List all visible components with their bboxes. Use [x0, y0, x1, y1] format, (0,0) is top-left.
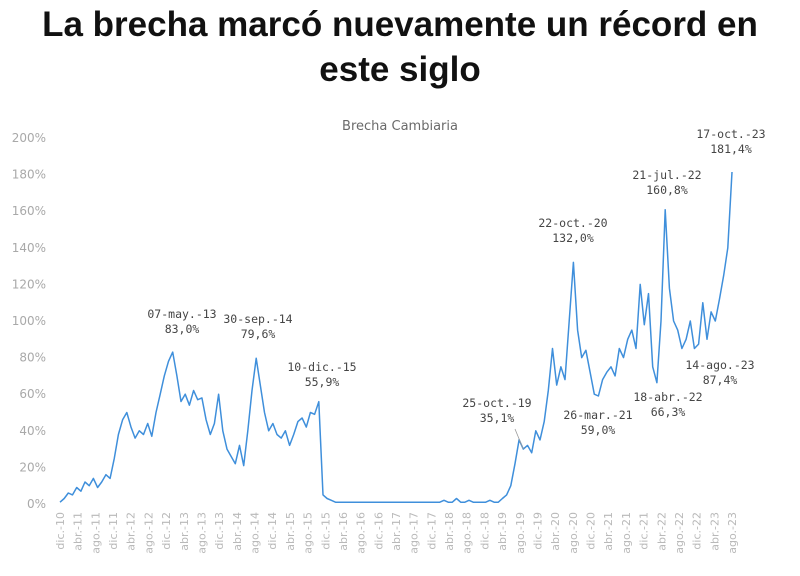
y-tick-label: 40% [19, 424, 46, 438]
annotation-date: 07-may.-13 [147, 307, 216, 321]
y-tick-label: 140% [12, 241, 46, 255]
annotation-date: 25-oct.-19 [462, 396, 531, 410]
x-tick-label: ago.-18 [461, 512, 474, 554]
x-tick-label: ago.-15 [302, 512, 315, 554]
y-tick-label: 60% [19, 387, 46, 401]
x-tick-label: ago.-12 [142, 512, 155, 554]
y-tick-label: 0% [27, 497, 46, 511]
x-tick-label: abr.-15 [284, 512, 297, 551]
x-tick-label: dic.-14 [266, 512, 279, 550]
y-tick-label: 20% [19, 460, 46, 474]
x-tick-label: dic.-17 [425, 512, 438, 550]
annotation-date: 30-sep.-14 [223, 312, 292, 326]
annotation-value: 59,0% [581, 423, 616, 437]
x-tick-label: dic.-22 [691, 512, 704, 550]
annotation-value: 66,3% [651, 405, 686, 419]
annotation-value: 79,6% [241, 327, 276, 341]
annotation-date: 26-mar.-21 [563, 408, 632, 422]
y-tick-label: 100% [12, 314, 46, 328]
x-tick-label: ago.-20 [567, 512, 580, 554]
x-tick-label: dic.-19 [531, 512, 544, 550]
annotation-leader-line [514, 428, 524, 450]
headline: La brecha marcó nuevamente un récord en … [0, 2, 800, 92]
x-tick-label: dic.-10 [54, 512, 67, 550]
x-tick-label: abr.-20 [549, 512, 562, 551]
annotation-value: 55,9% [305, 375, 340, 389]
x-tick-label: dic.-12 [160, 512, 173, 550]
x-tick-label: abr.-18 [443, 512, 456, 551]
annotation-value: 132,0% [552, 231, 594, 245]
x-tick-label: ago.-13 [195, 512, 208, 554]
headline-line-1: La brecha marcó nuevamente un récord en [42, 5, 758, 44]
annotation-value: 160,8% [646, 183, 688, 197]
y-tick-label: 80% [19, 351, 46, 365]
chart-title: Brecha Cambiaria [342, 119, 458, 134]
y-tick-label: 200% [12, 131, 46, 145]
annotation-date: 22-oct.-20 [538, 216, 607, 230]
x-tick-label: abr.-17 [390, 512, 403, 551]
x-tick-label: ago.-22 [673, 512, 686, 554]
x-tick-label: abr.-12 [125, 512, 138, 551]
x-tick-label: ago.-17 [408, 512, 421, 554]
x-tick-label: dic.-15 [319, 512, 332, 550]
annotation-date: 10-dic.-15 [287, 360, 356, 374]
x-tick-label: abr.-13 [178, 512, 191, 551]
x-tick-label: dic.-13 [213, 512, 226, 550]
x-tick-label: dic.-20 [585, 512, 598, 550]
x-tick-label: abr.-22 [655, 512, 668, 551]
x-tick-label: abr.-23 [708, 512, 721, 551]
y-tick-label: 120% [12, 277, 46, 291]
y-axis-ticks: 0% 20% 40% 60% 80% 100% 120% 140% 160% 180% 200% [12, 131, 46, 511]
x-tick-label: dic.-21 [638, 512, 651, 550]
x-tick-label: dic.-16 [372, 512, 385, 550]
x-tick-label: ago.-21 [620, 512, 633, 554]
y-tick-label: 180% [12, 168, 46, 182]
x-tick-label: ago.-19 [514, 512, 527, 554]
x-tick-label: ago.-23 [726, 512, 739, 554]
x-tick-label: dic.-18 [478, 512, 491, 550]
headline-line-2: este siglo [319, 50, 481, 89]
annotation-value: 181,4% [710, 142, 752, 156]
x-tick-label: ago.-16 [355, 512, 368, 554]
annotation-value: 87,4% [703, 373, 738, 387]
x-tick-label: dic.-11 [107, 512, 120, 550]
series-line-brecha [59, 171, 733, 503]
x-tick-label: abr.-16 [337, 512, 350, 551]
annotation-date: 14-ago.-23 [685, 358, 754, 372]
annotation-date: 18-abr.-22 [633, 390, 702, 404]
annotation-value: 35,1% [480, 411, 515, 425]
x-axis-ticks: dic.-10 abr.-11 ago.-11 dic.-11 abr.-12 ago.-… [54, 512, 739, 554]
y-tick-label: 160% [12, 204, 46, 218]
x-tick-label: abr.-14 [231, 512, 244, 551]
annotation-leaders [514, 428, 524, 450]
x-tick-label: ago.-14 [249, 512, 262, 554]
x-tick-label: ago.-11 [89, 512, 102, 554]
annotation-date: 21-jul.-22 [632, 168, 701, 182]
x-tick-label: abr.-11 [72, 512, 85, 551]
annotation-date: 17-oct.-23 [696, 127, 765, 141]
annotation-value: 83,0% [165, 322, 200, 336]
x-tick-label: abr.-19 [496, 512, 509, 551]
x-tick-label: abr.-21 [602, 512, 615, 551]
